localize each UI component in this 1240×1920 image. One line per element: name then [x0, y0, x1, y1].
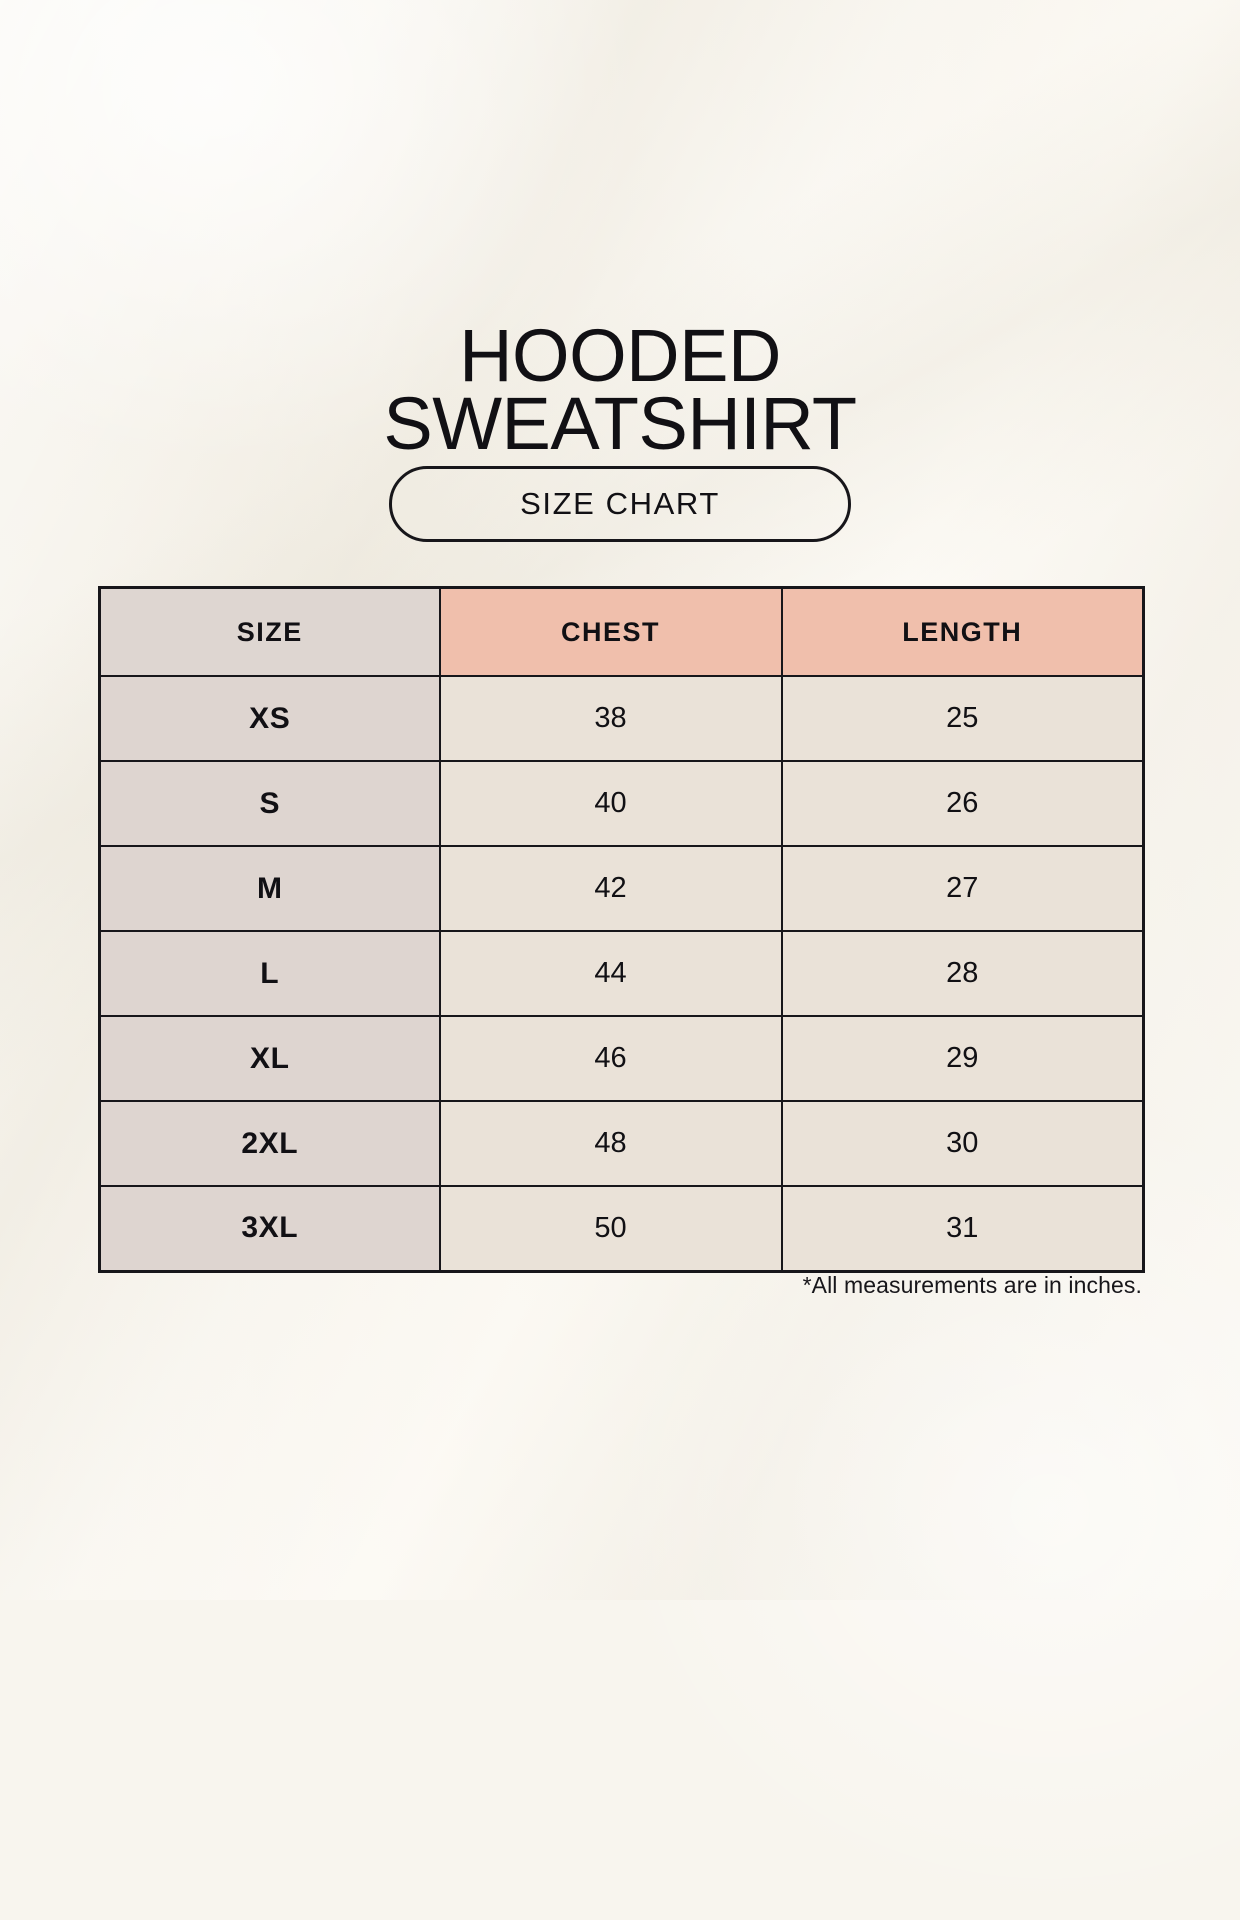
cell-size: XL [98, 1015, 441, 1102]
cell-length: 28 [780, 930, 1145, 1017]
cell-size: 2XL [98, 1100, 441, 1187]
column-header-chest: CHEST [438, 586, 783, 677]
size-table-header: SIZE CHEST LENGTH [98, 586, 1145, 677]
measurement-footnote: *All measurements are in inches. [802, 1272, 1142, 1298]
cell-chest: 40 [438, 760, 783, 847]
page-title: HOODED SWEATSHIRT [0, 313, 1240, 465]
size-chart-badge-container: SIZE CHART [0, 466, 1240, 542]
cell-chest: 42 [438, 845, 783, 932]
page-title-line-2: SWEATSHIRT [383, 381, 857, 465]
table-row: XL 46 29 [98, 1015, 1145, 1102]
column-header-size: SIZE [98, 586, 441, 677]
cell-size: XS [98, 675, 441, 762]
cell-chest: 50 [438, 1185, 783, 1272]
cell-size: L [98, 930, 441, 1017]
cell-length: 26 [780, 760, 1145, 847]
cell-chest: 44 [438, 930, 783, 1017]
size-table: SIZE CHEST LENGTH XS 38 25 S 40 26 M [98, 586, 1145, 1273]
size-chart-badge: SIZE CHART [389, 466, 851, 542]
size-chart-poster: HOODED SWEATSHIRT SIZE CHART SIZE CHEST … [0, 313, 1240, 1298]
table-row: L 44 28 [98, 930, 1145, 1017]
table-row: S 40 26 [98, 760, 1145, 847]
cell-chest: 48 [438, 1100, 783, 1187]
cell-chest: 38 [438, 675, 783, 762]
table-row: 3XL 50 31 [98, 1185, 1145, 1272]
size-table-body: XS 38 25 S 40 26 M 42 27 L 44 28 [98, 675, 1145, 1272]
table-row: 2XL 48 30 [98, 1100, 1145, 1187]
cell-length: 29 [780, 1015, 1145, 1102]
cell-size: S [98, 760, 441, 847]
page-title-line-1: HOODED [459, 313, 781, 397]
cell-chest: 46 [438, 1015, 783, 1102]
cell-length: 30 [780, 1100, 1145, 1187]
cell-length: 25 [780, 675, 1145, 762]
cell-size: M [98, 845, 441, 932]
cell-size: 3XL [98, 1185, 441, 1272]
cell-length: 27 [780, 845, 1145, 932]
size-table-container: SIZE CHEST LENGTH XS 38 25 S 40 26 M [98, 586, 1145, 1273]
table-header-row: SIZE CHEST LENGTH [98, 586, 1145, 677]
cell-length: 31 [780, 1185, 1145, 1272]
column-header-length: LENGTH [780, 586, 1145, 677]
table-row: XS 38 25 [98, 675, 1145, 762]
table-row: M 42 27 [98, 845, 1145, 932]
